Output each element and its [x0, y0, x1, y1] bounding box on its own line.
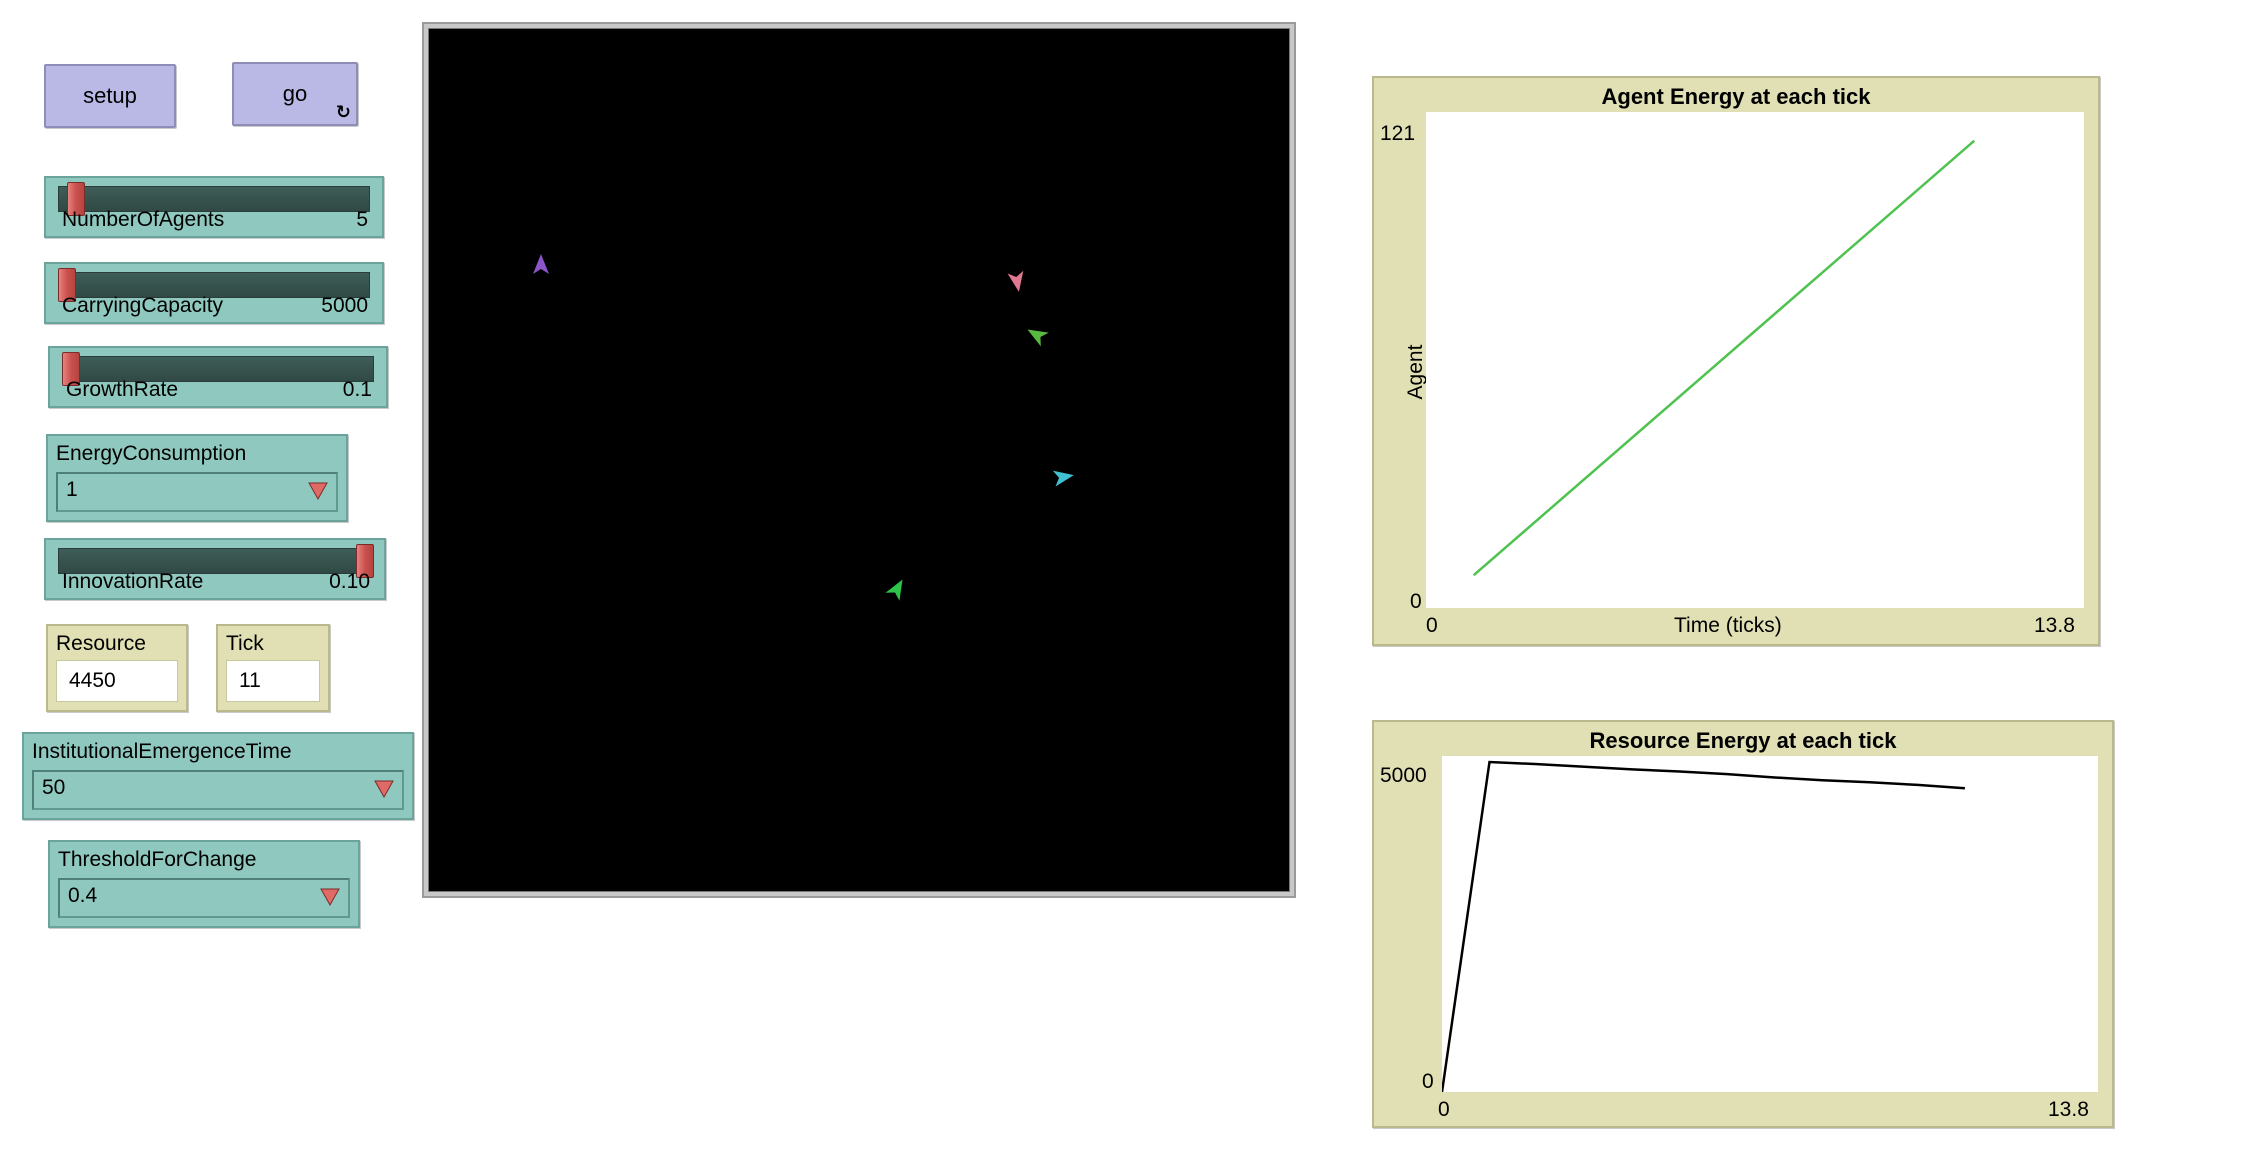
forever-icon: ↻	[335, 102, 351, 122]
plot-title: Agent Energy at each tick	[1601, 84, 1871, 109]
turtle-agent	[1027, 329, 1049, 347]
turtle-agent	[533, 254, 549, 274]
chooser-dropdown[interactable]: 1	[56, 472, 338, 512]
chooser-value: 0.4	[68, 884, 98, 907]
plot-canvas	[1426, 112, 2084, 608]
dropdown-arrow-icon[interactable]	[320, 888, 340, 906]
turtle-agent	[1007, 270, 1024, 292]
slider-track[interactable]	[62, 356, 374, 382]
plot-area	[1440, 760, 1965, 1093]
x-axis-label: Time (ticks)	[1674, 614, 1782, 637]
world-canvas	[533, 254, 1074, 601]
agent-energy-plot: Agent Energy at each tick 121 0 0 13.8 T…	[1372, 76, 2100, 646]
chooser-value: 1	[66, 478, 78, 501]
monitor-value: 4450	[69, 669, 116, 692]
slider-label: CarryingCapacity	[62, 294, 224, 317]
carrying-capacity-slider[interactable]: CarryingCapacity 5000	[44, 262, 384, 324]
turtle-agent	[1052, 470, 1074, 487]
slider-label: NumberOfAgents	[62, 208, 225, 231]
slider-handle[interactable]	[66, 182, 85, 216]
y-min-label: 0	[1422, 1070, 1434, 1093]
y-min-label: 0	[1410, 590, 1422, 613]
y-max-label: 5000	[1380, 764, 1427, 787]
slider-track[interactable]	[58, 186, 370, 212]
x-min-label: 0	[1438, 1098, 1450, 1121]
slider-label: GrowthRate	[66, 378, 179, 401]
plot-canvas	[1440, 756, 2098, 1093]
slider-track[interactable]	[58, 548, 372, 574]
plot-title: Resource Energy at each tick	[1589, 728, 1897, 753]
number-of-agents-slider[interactable]: NumberOfAgents 5	[44, 176, 384, 238]
monitor-label: Tick	[226, 632, 264, 655]
chooser-label: ThresholdForChange	[58, 848, 257, 871]
x-max-label: 13.8	[2048, 1098, 2089, 1121]
turtle-agent	[885, 579, 903, 601]
y-max-label: 121	[1380, 122, 1416, 145]
chooser-label: EnergyConsumption	[56, 442, 247, 465]
slider-handle[interactable]	[356, 544, 374, 578]
series-line	[1472, 139, 1976, 577]
chooser-value: 50	[42, 776, 66, 799]
monitor-value: 11	[239, 669, 261, 692]
slider-track[interactable]	[58, 272, 370, 298]
institutional-emergence-time-chooser[interactable]: InstitutionalEmergenceTime 50	[22, 732, 414, 820]
slider-value: 0.10	[329, 570, 370, 593]
slider-handle[interactable]	[58, 268, 76, 302]
x-min-label: 0	[1426, 614, 1438, 637]
monitor-label: Resource	[56, 632, 146, 655]
world-view[interactable]	[428, 28, 1290, 892]
tick-monitor: Tick 11	[216, 624, 330, 712]
energy-consumption-chooser[interactable]: EnergyConsumption 1	[46, 434, 348, 522]
dropdown-arrow-icon[interactable]	[374, 780, 394, 798]
slider-value: 0.1	[342, 378, 372, 401]
plot-area	[1472, 139, 1976, 577]
dropdown-arrow-icon[interactable]	[308, 482, 328, 500]
innovation-rate-slider[interactable]: InnovationRate 0.10	[44, 538, 386, 600]
chooser-label: InstitutionalEmergenceTime	[32, 740, 292, 763]
x-max-label: 13.8	[2034, 614, 2075, 637]
slider-value: 5000	[321, 294, 368, 317]
chooser-dropdown[interactable]: 50	[32, 770, 404, 810]
series-line	[1440, 760, 1965, 1093]
go-button[interactable]: go ↻	[232, 62, 358, 126]
monitor-box: 4450	[56, 660, 178, 702]
growth-rate-slider[interactable]: GrowthRate 0.1	[48, 346, 388, 408]
slider-label: InnovationRate	[62, 570, 204, 593]
slider-value: 5	[356, 208, 368, 231]
resource-monitor: Resource 4450	[46, 624, 188, 712]
world-view-frame	[422, 22, 1296, 898]
threshold-for-change-chooser[interactable]: ThresholdForChange 0.4	[48, 840, 360, 928]
resource-energy-plot: Resource Energy at each tick 5000 0 0 13…	[1372, 720, 2114, 1128]
setup-button[interactable]: setup	[44, 64, 176, 128]
monitor-box: 11	[226, 660, 320, 702]
go-button-label: go	[282, 81, 308, 106]
slider-handle[interactable]	[62, 352, 80, 386]
chooser-dropdown[interactable]: 0.4	[58, 878, 350, 918]
setup-button-label: setup	[83, 83, 137, 108]
